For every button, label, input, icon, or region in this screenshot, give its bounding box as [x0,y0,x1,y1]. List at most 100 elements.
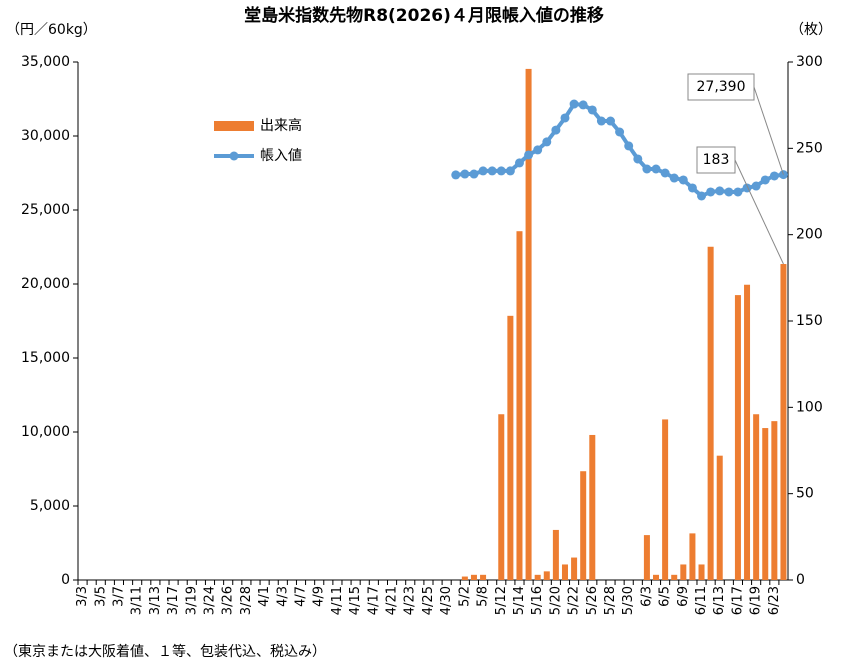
x-tick-label: 5/20 [548,586,563,615]
line-marker [706,187,716,197]
y2-tick-label: 150 [796,313,823,329]
y-tick-label: 15,000 [21,350,70,366]
line-marker [487,166,497,176]
x-tick-label: 5/2 [457,586,472,607]
x-tick-label: 6/13 [712,586,727,615]
line-marker [587,105,597,115]
line-marker [687,183,697,193]
y-tick-label: 10,000 [21,424,70,440]
line-marker [751,181,761,191]
y-tick-label: 25,000 [21,202,70,218]
line-marker [505,166,515,176]
bar [707,246,714,580]
line-marker [533,145,543,155]
line-marker [469,169,479,179]
bar [461,576,468,580]
x-tick-label: 4/25 [421,586,436,615]
bar [744,284,751,580]
x-tick-label: 3/24 [202,586,217,615]
bar [662,419,669,580]
line-marker [642,164,652,174]
line-marker [596,116,606,126]
line-marker [496,166,506,176]
x-tick-label: 6/3 [639,586,654,607]
line-marker [606,116,615,126]
annotation-box [687,73,755,101]
x-tick-label: 3/3 [75,586,90,607]
x-tick-label: 6/5 [658,586,673,607]
annotation-leader [753,86,784,175]
y2-axis-title: （枚） [790,22,832,38]
y-tick-label: 5,000 [30,498,70,514]
bar [753,414,760,580]
y2-tick-label: 250 [796,140,823,156]
legend [198,104,348,176]
x-tick-label: 4/17 [366,586,381,615]
y-tick-label: 20,000 [21,276,70,292]
x-tick-label: 4/30 [439,586,454,615]
line-marker [669,173,679,183]
line-marker [615,127,625,137]
line-marker [724,187,734,197]
line-marker [760,175,770,185]
x-tick-label: 3/7 [111,586,126,607]
y2-tick-label: 50 [796,486,814,502]
y2-tick-label: 200 [796,227,823,243]
bar [716,455,723,580]
bar [580,471,587,580]
line-marker [678,175,688,185]
x-tick-label: 6/9 [676,586,691,607]
x-tick-label: 6/17 [730,586,745,615]
y2-tick-label: 300 [796,54,823,70]
bar [734,295,741,580]
line-marker [578,100,588,110]
line-marker [560,113,570,123]
bar [689,533,696,580]
x-tick-label: 3/11 [130,586,145,615]
bar [589,434,596,580]
bar [680,564,687,580]
chart-title: 堂島米指数先物R8(2026)４月限帳入値の推移 [244,5,604,26]
x-tick-label: 3/17 [166,586,181,615]
bar [643,535,650,580]
x-tick-label: 4/3 [275,586,290,607]
x-tick-label: 3/28 [239,586,254,615]
x-tick-label: 5/14 [512,586,527,615]
y-tick-label: 35,000 [21,54,70,70]
line-marker [633,154,643,164]
x-tick-label: 3/19 [184,586,199,615]
y2-tick-label: 0 [796,572,805,588]
bar [543,571,550,580]
y-tick-label: 30,000 [21,128,70,144]
x-tick-label: 5/16 [530,586,545,615]
x-tick-label: 5/28 [603,586,618,615]
x-tick-label: 5/30 [621,586,636,615]
line-marker [624,141,634,151]
legend-swatch [229,151,239,161]
annotation-leader [734,159,784,265]
x-tick-label: 3/5 [93,586,108,607]
line-marker [451,170,461,180]
line-marker [569,99,579,109]
bar [470,574,477,580]
bar [771,421,778,580]
line-marker [514,158,524,168]
y2-tick-label: 100 [796,399,823,415]
line-marker [733,187,743,197]
line-marker [478,166,488,176]
x-tick-label: 4/21 [385,586,400,615]
bar [571,557,578,580]
line-marker [769,171,779,181]
x-tick-label: 5/12 [494,586,509,615]
annotation: 27,390 [697,79,746,95]
x-tick-label: 4/9 [312,586,327,607]
x-tick-label: 6/19 [749,586,764,615]
bar [525,68,532,580]
legend-swatch [214,121,254,131]
legend-label: 出来高 [260,117,302,134]
x-tick-label: 4/23 [403,586,418,615]
bar [698,564,705,580]
x-tick-label: 3/26 [221,586,236,615]
x-tick-label: 3/13 [148,586,163,615]
bar [507,315,514,580]
